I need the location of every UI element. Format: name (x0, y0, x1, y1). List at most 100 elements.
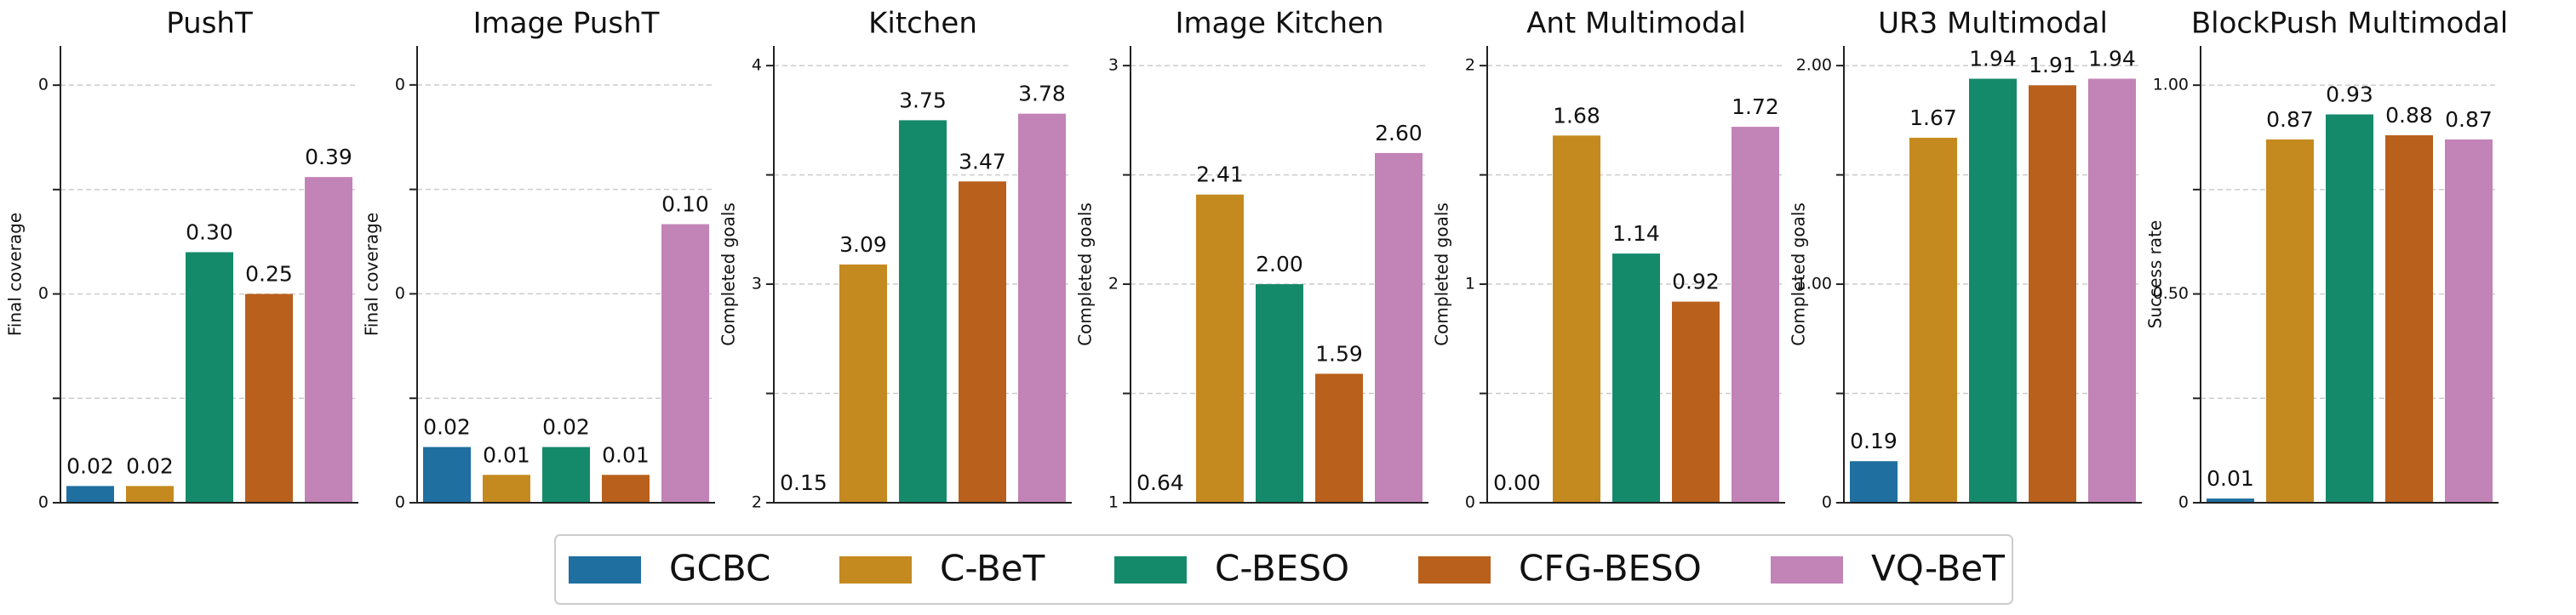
value-label: 0.01 (2207, 466, 2254, 491)
value-label: 0.92 (1672, 270, 1720, 294)
chart-title: Image Kitchen (1175, 7, 1383, 41)
value-label: 1.91 (2029, 53, 2076, 77)
bar (1553, 135, 1600, 504)
bar (2207, 498, 2254, 503)
chart-title: UR3 Multimodal (1878, 7, 2108, 41)
legend-box (554, 534, 2013, 605)
bar (483, 475, 530, 503)
bar (1256, 284, 1303, 503)
value-label: 1.94 (2088, 47, 2136, 71)
legend-label: C-BESO (1215, 548, 1349, 589)
y-tick-label: 0 (38, 493, 49, 512)
value-label: 2.00 (1256, 252, 1303, 276)
value-label: 0.87 (2445, 107, 2493, 132)
legend-swatch (1114, 556, 1187, 584)
y-tick-label: 0 (38, 76, 49, 94)
value-label: 0.25 (245, 262, 293, 287)
y-tick-label: 0 (395, 284, 405, 303)
bar (1850, 461, 1898, 503)
y-tick-label: 2 (1465, 56, 1475, 75)
value-label: 3.75 (899, 88, 947, 112)
bar (1375, 152, 1423, 503)
value-label: 1.68 (1553, 103, 1600, 128)
legend-swatch (569, 556, 641, 584)
y-axis-label: Completed goals (1432, 202, 1452, 346)
y-tick-label: 2 (752, 493, 762, 512)
value-label: 1.72 (1732, 94, 1779, 119)
bar (602, 475, 650, 503)
value-label: 0.15 (780, 470, 827, 495)
y-tick-label: 0.50 (2153, 284, 2189, 303)
bar (2385, 135, 2433, 503)
value-label: 0.19 (1850, 429, 1898, 453)
value-label: 3.47 (959, 149, 1006, 174)
value-label: 2.41 (1196, 162, 1244, 187)
legend-swatch (839, 556, 912, 584)
bar (2326, 114, 2373, 503)
y-tick-label: 1.00 (1796, 275, 1832, 293)
bar (959, 181, 1006, 503)
legend-label: C-BeT (940, 548, 1045, 589)
y-axis-label: Final coverage (362, 213, 382, 336)
y-tick-label: 0 (395, 493, 405, 512)
y-tick-label: 0 (38, 284, 49, 303)
y-axis-label: Completed goals (1789, 202, 1809, 346)
chart-title: Image PushT (473, 7, 660, 41)
value-label: 0.00 (1493, 470, 1541, 495)
value-label: 0.39 (305, 145, 352, 169)
value-label: 0.10 (661, 192, 709, 217)
chart-title: BlockPush Multimodal (2191, 7, 2508, 41)
chart-title: PushT (166, 7, 253, 41)
value-label: 0.30 (186, 219, 233, 244)
bar (1909, 137, 1957, 503)
y-tick-label: 0 (1465, 493, 1475, 512)
bar (2445, 139, 2493, 504)
bar (1969, 78, 2017, 503)
y-tick-label: 4 (752, 56, 762, 75)
value-label: 0.01 (602, 442, 650, 467)
bar (2029, 85, 2076, 503)
bar (1672, 301, 1720, 503)
bar (126, 486, 174, 503)
value-label: 0.87 (2266, 107, 2314, 132)
value-label: 0.02 (542, 415, 590, 440)
value-label: 0.88 (2385, 103, 2433, 128)
y-tick-label: 2.00 (1796, 56, 1832, 75)
y-tick-label: 3 (1108, 56, 1119, 75)
bar (186, 252, 233, 503)
value-label: 3.09 (839, 232, 887, 257)
legend-label: GCBC (669, 548, 770, 589)
bar (423, 447, 471, 503)
bar (1732, 127, 1779, 503)
bar (661, 224, 709, 503)
value-label: 0.02 (66, 453, 114, 478)
bar (839, 264, 887, 503)
value-label: 1.94 (1969, 47, 2017, 71)
y-tick-label: 1 (1465, 275, 1475, 293)
legend-label: CFG-BESO (1519, 548, 1702, 589)
y-tick-label: 2 (1108, 275, 1119, 293)
y-axis-label: Final coverage (5, 213, 26, 336)
y-tick-label: 0 (395, 75, 405, 94)
bar (1612, 253, 1660, 503)
y-tick-label: 0 (1822, 493, 1832, 512)
bar (1196, 194, 1244, 503)
bar (305, 177, 352, 503)
value-label: 2.60 (1375, 121, 1423, 145)
y-axis-label: Completed goals (718, 202, 739, 346)
bar (66, 486, 114, 503)
y-tick-label: 0 (2178, 493, 2189, 512)
y-tick-label: 3 (752, 275, 762, 293)
value-label: 1.67 (1909, 105, 1957, 130)
value-label: 1.59 (1315, 341, 1363, 366)
value-label: 0.93 (2326, 83, 2373, 107)
chart-title: Ant Multimodal (1526, 7, 1746, 41)
value-label: 0.01 (483, 442, 530, 467)
bar (1315, 373, 1363, 503)
bar (899, 120, 947, 503)
legend-swatch (1771, 556, 1843, 584)
legend-label: VQ-BeT (1871, 548, 2005, 589)
chart-title: Kitchen (868, 7, 977, 41)
value-label: 0.64 (1136, 470, 1184, 495)
